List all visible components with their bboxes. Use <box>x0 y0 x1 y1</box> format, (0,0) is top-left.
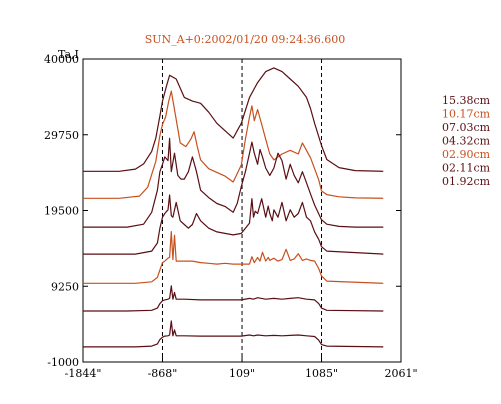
x-tick-label-1: -868" <box>148 367 178 380</box>
chart-title: SUN_A+0:2002/01/20 09:24:36.600 <box>145 33 346 46</box>
series-line-p0211 <box>83 285 384 312</box>
series-line-p0192 <box>83 320 384 348</box>
axis-ticks: 40000 29750 19500 9250 -1000-1844" -868" 109" 1… <box>44 53 418 380</box>
series-line-p15 <box>83 67 384 172</box>
vertical-guides <box>161 59 323 362</box>
series-line-p10 <box>83 90 384 199</box>
legend-entry-p04: 04.32cm <box>442 135 491 148</box>
x-tick-label-0: -1844" <box>65 367 102 380</box>
series-line-p02 <box>83 231 384 284</box>
y-tick-label-0: 40000 <box>44 53 79 66</box>
series-lines <box>83 67 384 348</box>
legend-entry-p0211: 02.11cm <box>442 162 491 175</box>
x-tick-label-4: 2061" <box>384 367 417 380</box>
x-tick-label-2: 109" <box>229 367 255 380</box>
legend-entry-p02: 02.90cm <box>442 148 491 161</box>
legend-entry-p07: 07.03cm <box>442 121 491 134</box>
y-tick-label-2: 19500 <box>44 205 79 218</box>
y-tick-label-4: -1000 <box>47 356 79 369</box>
series-line-p04 <box>83 194 384 255</box>
x-tick-label-3: 1085" <box>305 367 338 380</box>
y-tick-label-1: 29750 <box>44 129 79 142</box>
legend-entry-p15: 15.38cm <box>442 94 491 107</box>
series-line-p07 <box>83 137 384 228</box>
y-axis-label: Ta,I <box>58 48 79 61</box>
legend-entry-p10: 10.17cm <box>442 108 491 121</box>
legend-entry-p0192: 01.92cm <box>442 175 491 188</box>
y-tick-label-3: 9250 <box>51 280 79 293</box>
legend: 15.38cm10.17cm07.03cm04.32cm02.90cm02.11… <box>442 94 491 188</box>
